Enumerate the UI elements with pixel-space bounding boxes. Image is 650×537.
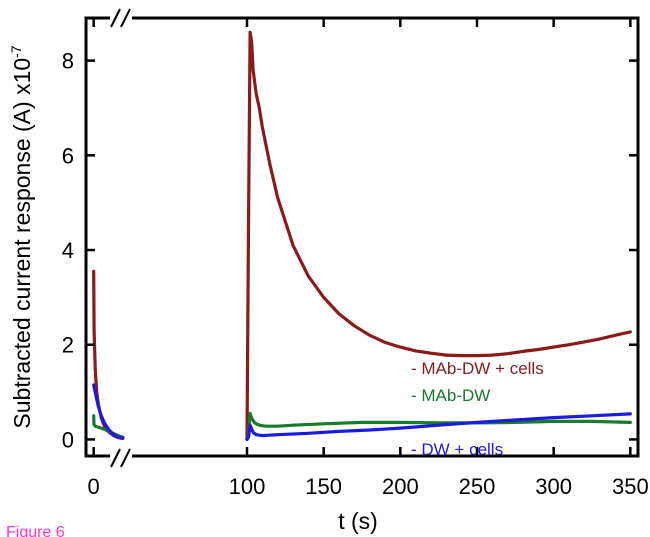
x-tick-label-100: 100 bbox=[229, 474, 266, 499]
series-line-mab-dw-2 bbox=[245, 411, 632, 441]
x-tick-label-150: 150 bbox=[305, 474, 342, 499]
x-axis-title: t (s) bbox=[338, 508, 378, 534]
tick-labels: 0 100 150 200 250 300 350 0 2 4 6 8 bbox=[62, 49, 649, 499]
y-tick-label-6: 6 bbox=[62, 143, 74, 168]
plot-frame bbox=[84, 16, 640, 458]
legend: - MAb-DW + cells - MAb-DW - DW + cells bbox=[411, 359, 544, 459]
figure-caption: Figure 6 bbox=[6, 524, 65, 537]
y-tick-label-4: 4 bbox=[62, 238, 74, 263]
axis-ticks bbox=[86, 18, 638, 456]
axis-break-marks bbox=[110, 6, 132, 468]
series-line-dw-cells-2 bbox=[245, 412, 632, 441]
y-tick-label-0: 0 bbox=[62, 427, 74, 452]
plot-area bbox=[92, 30, 632, 441]
y-axis-title-main: Subtracted current response (A) x10 bbox=[9, 58, 35, 429]
x-tick-label-200: 200 bbox=[382, 474, 419, 499]
x-tick-label-250: 250 bbox=[459, 474, 496, 499]
series-line-mab-dw-cells-2 bbox=[245, 30, 632, 441]
legend-label-mab-dw-cells: - MAb-DW + cells bbox=[411, 359, 544, 378]
series-line-dw-cells-1 bbox=[92, 383, 125, 440]
x-tick-label-0: 0 bbox=[88, 474, 100, 499]
x-tick-label-350: 350 bbox=[612, 474, 649, 499]
series-line-mab-dw-cells-1 bbox=[92, 269, 125, 441]
y-axis-title-exponent: -7 bbox=[8, 45, 24, 58]
y-tick-label-8: 8 bbox=[62, 49, 74, 74]
y-tick-label-2: 2 bbox=[62, 333, 74, 358]
legend-label-mab-dw: - MAb-DW bbox=[411, 386, 490, 405]
x-tick-label-300: 300 bbox=[535, 474, 572, 499]
legend-label-dw-cells: - DW + cells bbox=[411, 440, 503, 459]
y-axis-title: Subtracted current response (A) x10-7 bbox=[8, 45, 35, 428]
